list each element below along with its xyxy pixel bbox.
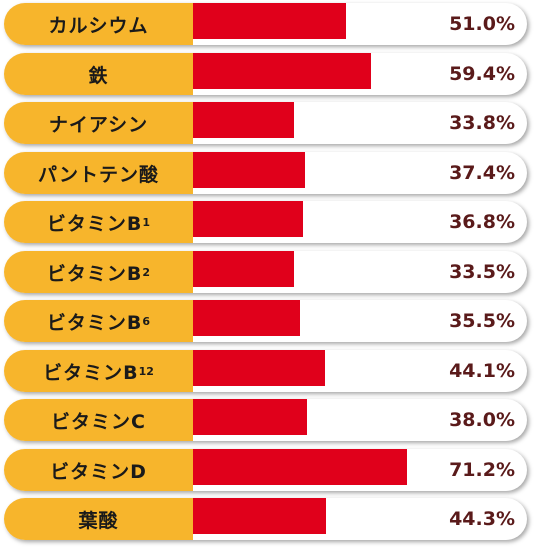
value-bar <box>193 3 346 39</box>
value-bar <box>193 53 371 89</box>
value-label: 38.0% <box>449 409 515 431</box>
value-bar <box>193 251 294 287</box>
category-label-text: カルシウム <box>48 14 149 37</box>
value-label: 37.4% <box>449 162 515 184</box>
value-bar <box>193 498 326 534</box>
category-label-subscript: 6 <box>142 314 151 328</box>
value-bar <box>193 201 303 237</box>
value-label: 51.0% <box>449 13 515 35</box>
category-label-text: 鉄 <box>88 64 109 87</box>
value-bar <box>193 300 300 336</box>
category-label-subscript: 12 <box>138 364 154 378</box>
value-label: 71.2% <box>449 459 515 481</box>
chart-row: ビタミンB 1 36.8% <box>4 201 527 243</box>
chart-row: パントテン酸 37.4% <box>4 152 527 194</box>
category-label: ビタミンB 12 <box>4 350 193 392</box>
category-label-text: ビタミンB <box>46 262 143 285</box>
chart-row: ナイアシン 33.8% <box>4 102 527 144</box>
chart-row: ビタミンD 71.2% <box>4 449 527 491</box>
category-label: ビタミンB 1 <box>4 201 193 243</box>
chart-row: ビタミンB 6 35.5% <box>4 300 527 342</box>
category-label: ナイアシン <box>4 102 193 144</box>
category-label: 鉄 <box>4 53 193 95</box>
category-label-text: ビタミンB <box>46 212 143 235</box>
category-label: ビタミンD <box>4 449 193 491</box>
value-bar <box>193 449 407 485</box>
value-label: 44.1% <box>449 360 515 382</box>
category-label: カルシウム <box>4 3 193 45</box>
category-label: ビタミンB 6 <box>4 300 193 342</box>
value-bar <box>193 102 294 138</box>
category-label: ビタミンB 2 <box>4 251 193 293</box>
value-bar <box>193 350 325 386</box>
chart-row: 鉄 59.4% <box>4 53 527 95</box>
chart-row: カルシウム 51.0% <box>4 3 527 45</box>
value-label: 59.4% <box>449 63 515 85</box>
value-label: 33.5% <box>449 261 515 283</box>
category-label-text: ビタミンB <box>43 361 139 384</box>
value-label: 36.8% <box>449 211 515 233</box>
category-label-text: ナイアシン <box>48 113 149 136</box>
value-bar <box>193 152 305 188</box>
chart-row: ビタミンB 2 33.5% <box>4 251 527 293</box>
category-label-text: ビタミンD <box>50 460 147 483</box>
category-label-subscript: 2 <box>142 265 151 279</box>
chart-row: ビタミンB 12 44.1% <box>4 350 527 392</box>
value-label: 35.5% <box>449 310 515 332</box>
category-label: ビタミンC <box>4 399 193 441</box>
chart-row: 葉酸 44.3% <box>4 498 527 540</box>
category-label-text: 葉酸 <box>78 509 119 532</box>
category-label: 葉酸 <box>4 498 193 540</box>
value-label: 33.8% <box>449 112 515 134</box>
category-label-text: ビタミンB <box>46 311 143 334</box>
category-label: パントテン酸 <box>4 152 193 194</box>
value-bar <box>193 399 307 435</box>
value-label: 44.3% <box>449 508 515 530</box>
category-label-text: パントテン酸 <box>38 163 159 186</box>
category-label-text: ビタミンC <box>51 410 146 433</box>
chart-row: ビタミンC 38.0% <box>4 399 527 441</box>
category-label-subscript: 1 <box>142 215 151 229</box>
